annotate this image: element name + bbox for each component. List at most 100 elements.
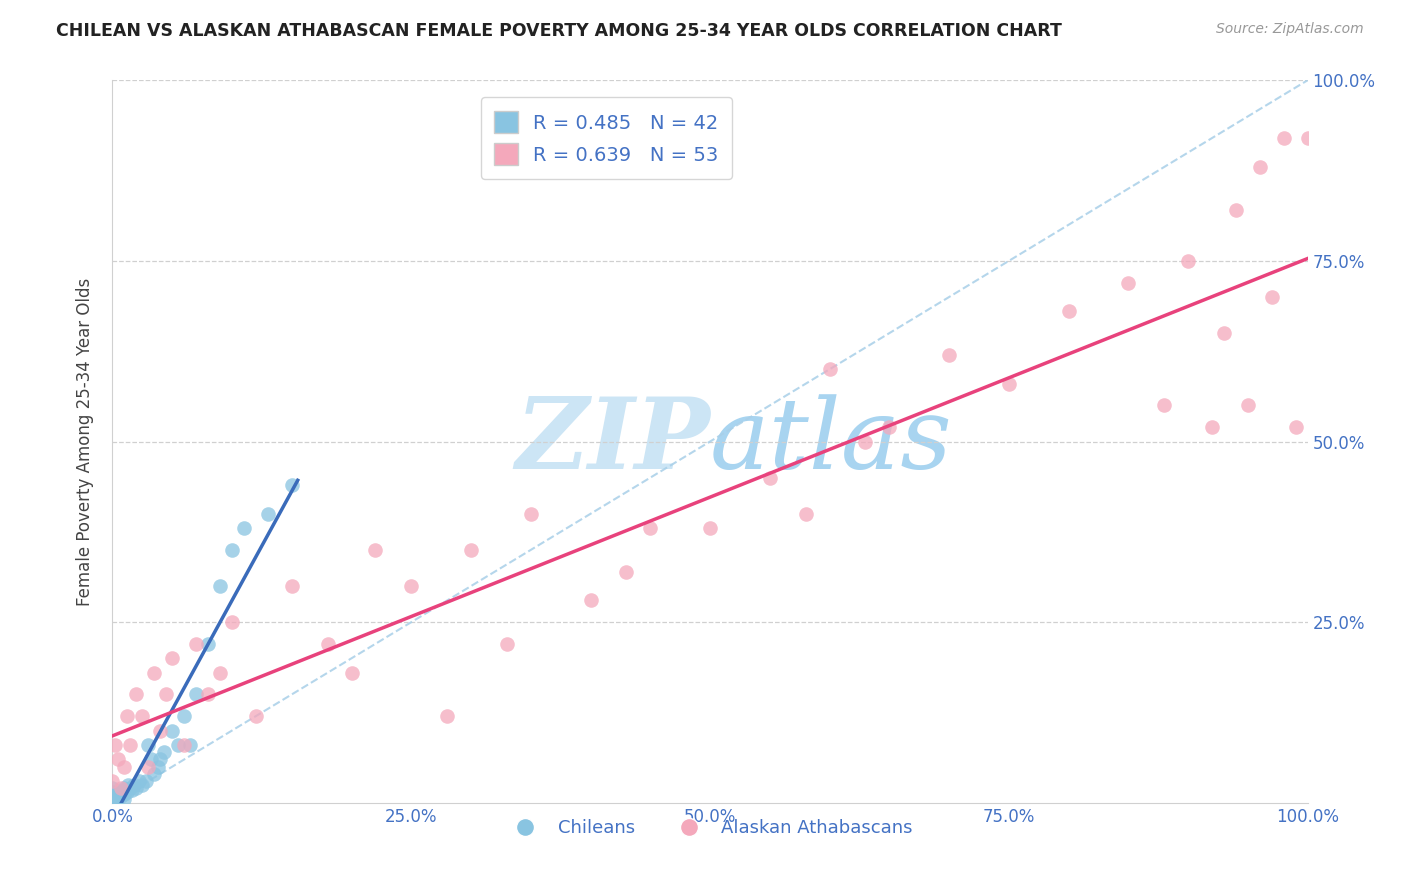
Point <box>149 723 172 738</box>
Point <box>938 348 960 362</box>
Point <box>115 785 138 799</box>
Point <box>120 738 142 752</box>
Point <box>101 789 124 803</box>
Point <box>794 507 817 521</box>
Point <box>699 521 721 535</box>
Point <box>162 723 183 738</box>
Point <box>149 752 172 766</box>
Point <box>640 521 662 535</box>
Point <box>120 781 142 796</box>
Point <box>101 792 124 806</box>
Point <box>173 709 195 723</box>
Point <box>281 579 304 593</box>
Legend: Chileans, Alaskan Athabascans: Chileans, Alaskan Athabascans <box>501 812 920 845</box>
Point <box>1213 326 1236 340</box>
Point <box>101 785 124 799</box>
Point <box>110 781 132 796</box>
Point <box>281 478 304 492</box>
Point <box>128 774 150 789</box>
Point <box>121 782 143 797</box>
Point <box>138 738 160 752</box>
Point <box>107 752 129 766</box>
Point <box>104 738 127 752</box>
Point <box>759 470 782 484</box>
Point <box>186 637 208 651</box>
Point <box>186 687 208 701</box>
Point <box>162 651 183 665</box>
Point <box>117 778 139 792</box>
Point <box>316 637 339 651</box>
Point <box>167 738 190 752</box>
Point <box>104 792 127 806</box>
Point <box>153 745 176 759</box>
Point <box>221 615 243 630</box>
Point <box>108 785 131 799</box>
Point <box>139 752 162 766</box>
Point <box>122 778 145 792</box>
Point <box>818 362 841 376</box>
Point <box>114 787 135 801</box>
Text: Source: ZipAtlas.com: Source: ZipAtlas.com <box>1216 22 1364 37</box>
Point <box>146 760 169 774</box>
Point <box>1285 420 1308 434</box>
Point <box>1201 420 1223 434</box>
Text: atlas: atlas <box>710 394 953 489</box>
Point <box>233 521 256 535</box>
Point <box>114 792 135 806</box>
Point <box>114 760 135 774</box>
Point <box>101 774 124 789</box>
Point <box>173 738 195 752</box>
Text: CHILEAN VS ALASKAN ATHABASCAN FEMALE POVERTY AMONG 25-34 YEAR OLDS CORRELATION C: CHILEAN VS ALASKAN ATHABASCAN FEMALE POV… <box>56 22 1062 40</box>
Point <box>115 709 138 723</box>
Text: ZIP: ZIP <box>515 393 710 490</box>
Point <box>135 774 157 789</box>
Point <box>1177 253 1199 268</box>
Y-axis label: Female Poverty Among 25-34 Year Olds: Female Poverty Among 25-34 Year Olds <box>76 277 94 606</box>
Point <box>101 781 124 796</box>
Point <box>436 709 458 723</box>
Point <box>257 507 280 521</box>
Point <box>879 420 901 434</box>
Point <box>125 781 148 796</box>
Point <box>101 796 124 810</box>
Point <box>401 579 423 593</box>
Point <box>209 579 232 593</box>
Point <box>1296 131 1319 145</box>
Point <box>1118 276 1140 290</box>
Point <box>114 781 135 796</box>
Point <box>460 542 482 557</box>
Point <box>1057 304 1080 318</box>
Point <box>221 542 243 557</box>
Point <box>1225 203 1247 218</box>
Point <box>179 738 201 752</box>
Point <box>131 778 153 792</box>
Point <box>520 507 543 521</box>
Point <box>105 790 128 805</box>
Point <box>125 687 148 701</box>
Point <box>131 709 153 723</box>
Point <box>112 782 135 797</box>
Point <box>1249 160 1271 174</box>
Point <box>209 665 232 680</box>
Point <box>107 790 129 805</box>
Point <box>364 542 387 557</box>
Point <box>579 593 602 607</box>
Point <box>138 760 160 774</box>
Point <box>110 789 132 803</box>
Point <box>496 637 519 651</box>
Point <box>105 789 128 803</box>
Point <box>245 709 267 723</box>
Point <box>1153 398 1175 412</box>
Point <box>855 434 877 449</box>
Point <box>155 687 177 701</box>
Point <box>197 637 219 651</box>
Point <box>1237 398 1260 412</box>
Point <box>1261 290 1284 304</box>
Point <box>998 376 1021 391</box>
Point <box>111 787 134 801</box>
Point <box>616 565 638 579</box>
Point <box>143 665 166 680</box>
Point <box>340 665 363 680</box>
Point <box>1272 131 1295 145</box>
Point <box>143 767 166 781</box>
